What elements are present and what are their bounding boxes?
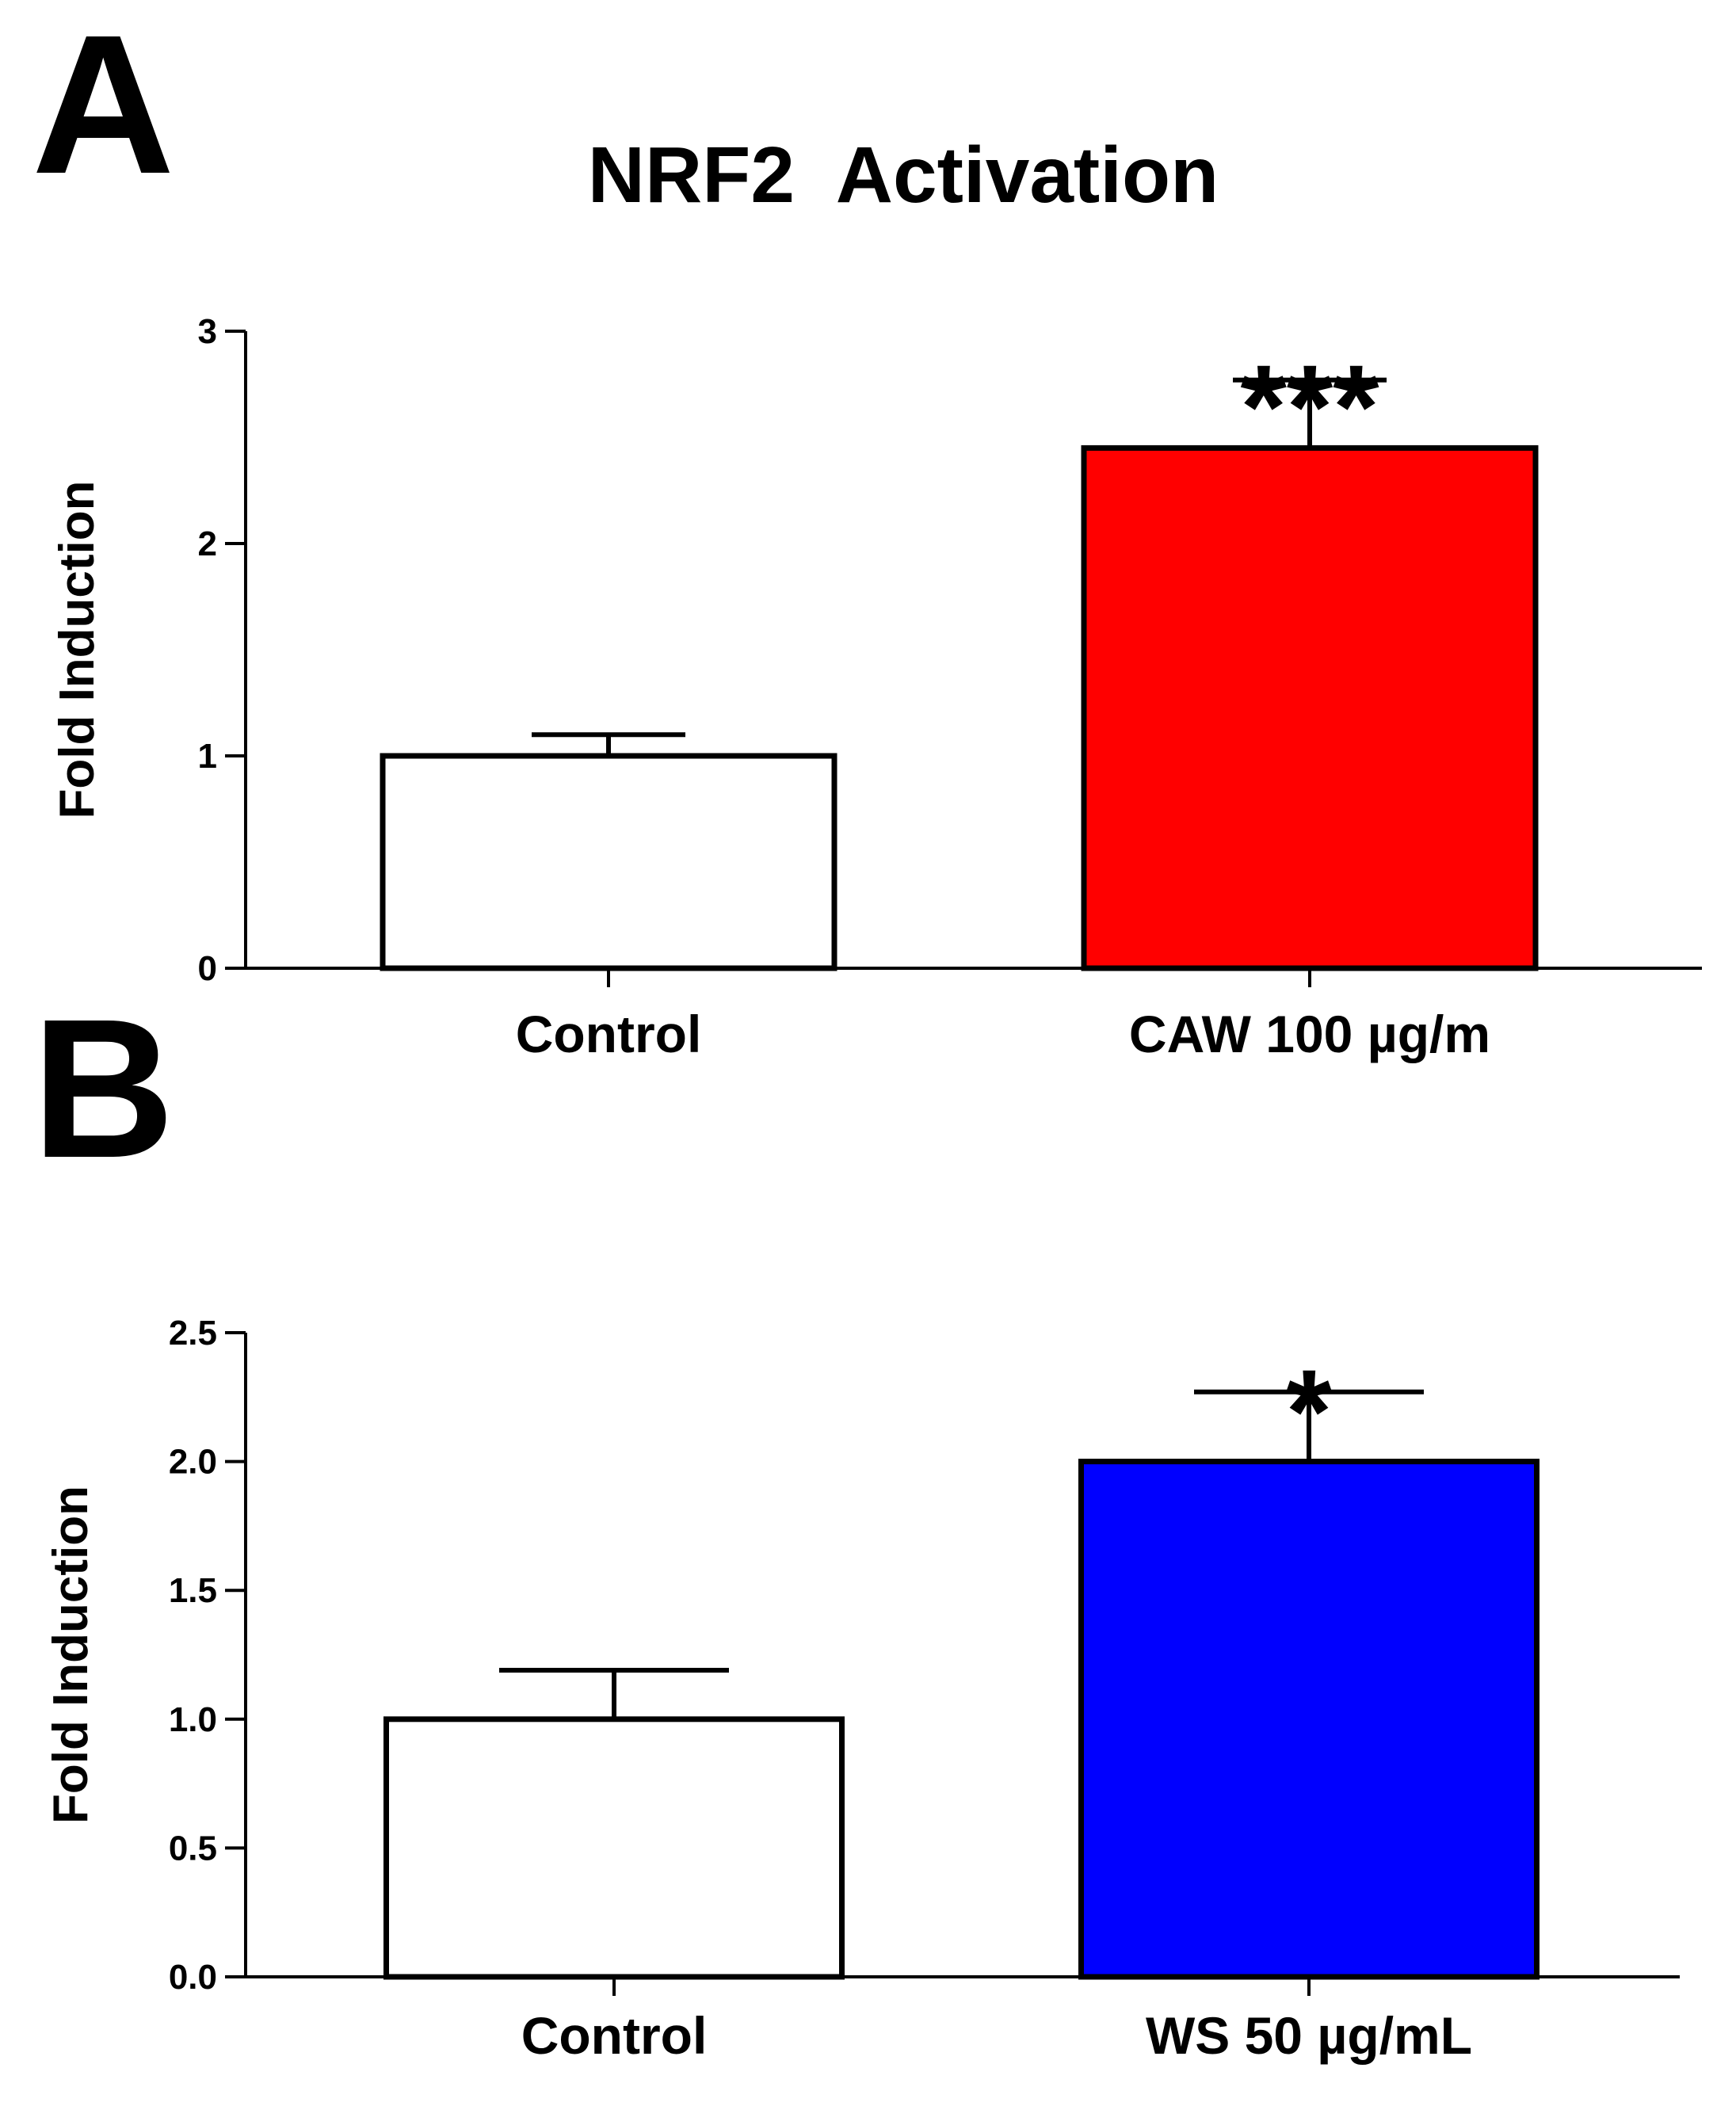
panel-a-y-tick-label-2: 2 [198,525,217,563]
panel-a-y-tick-label-0: 0 [198,949,217,988]
panel-a-y-tick-label-1: 1 [198,737,217,776]
panel-b-letter: B [32,978,175,1199]
panel-b-y-tick-label-5: 2.5 [169,1314,217,1352]
panel-a-category-label-treatment: CAW 100 µg/m [1129,1005,1490,1063]
panel-b-category-label-treatment: WS 50 µg/mL [1146,2006,1472,2065]
panel-b-significance-marker: * [1286,1345,1333,1478]
panel-b-y-axis-label: Fold Induction [44,1486,98,1824]
panel-b-y-tick-label-3: 1.5 [169,1571,217,1610]
figure-title: NRF2 Activation [588,131,1219,219]
panel-b-y-tick-label-0: 0.0 [169,1958,217,1997]
panel-b-y-tick-label-2: 1.0 [169,1700,217,1739]
panel-b-bar-control [383,1716,845,1980]
panel-a-y-tick-label-3: 3 [198,312,217,351]
panel-a-significance-marker: *** [1240,340,1379,473]
panel-b-bar-treatment [1078,1459,1540,1980]
panel-a-bar-treatment [1081,444,1539,971]
panel-b-chart: B Control WS 50 µg/mL * 0.0 0.5 1.0 1.5 2.0 2.5 F… [32,978,1680,2065]
panel-b-category-label-control: Control [521,2006,708,2065]
panel-a-category-label-control: Control [516,1005,702,1063]
panel-a-bar-control [380,753,837,971]
panel-b-y-tick-label-4: 2.0 [169,1443,217,1482]
panel-a-letter: A [32,0,175,215]
panel-b-y-tick-label-1: 0.5 [169,1829,217,1868]
panel-a-y-axis-label: Fold Induction [50,480,105,818]
panel-a-chart: A Control CAW 100 µg/m *** 0 1 2 3 Fold Inducti… [32,0,1702,1063]
